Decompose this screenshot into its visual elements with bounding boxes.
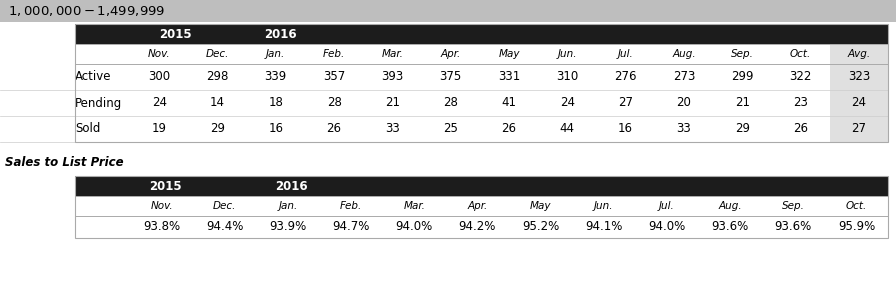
Text: 16: 16: [268, 123, 283, 135]
Text: 21: 21: [385, 96, 400, 110]
Text: 2015: 2015: [149, 180, 182, 192]
Text: 323: 323: [848, 70, 870, 84]
Text: 21: 21: [735, 96, 750, 110]
Text: Aug.: Aug.: [672, 49, 695, 59]
Text: Oct.: Oct.: [790, 49, 811, 59]
Text: 93.6%: 93.6%: [775, 220, 812, 234]
Text: 24: 24: [560, 96, 575, 110]
Text: Sold: Sold: [75, 123, 100, 135]
Text: Jul.: Jul.: [659, 201, 675, 211]
Text: 93.9%: 93.9%: [270, 220, 306, 234]
Text: 2015: 2015: [159, 27, 192, 41]
Text: 20: 20: [676, 96, 692, 110]
Text: Sep.: Sep.: [782, 201, 805, 211]
Text: 94.0%: 94.0%: [396, 220, 433, 234]
Bar: [75, 196, 888, 216]
Text: Mar.: Mar.: [403, 201, 426, 211]
Text: 299: 299: [731, 70, 754, 84]
Text: 29: 29: [735, 123, 750, 135]
Text: 29: 29: [210, 123, 225, 135]
Text: Dec.: Dec.: [206, 49, 229, 59]
Text: 24: 24: [851, 96, 866, 110]
Text: Jan.: Jan.: [279, 201, 297, 211]
Text: 273: 273: [673, 70, 695, 84]
Text: Sales to List Price: Sales to List Price: [5, 157, 124, 169]
Text: 94.4%: 94.4%: [206, 220, 244, 234]
Text: 393: 393: [382, 70, 403, 84]
Text: Feb.: Feb.: [340, 201, 362, 211]
Bar: [830, 64, 888, 90]
Text: 300: 300: [148, 70, 170, 84]
Text: 95.9%: 95.9%: [838, 220, 875, 234]
Text: 95.2%: 95.2%: [522, 220, 559, 234]
Text: 276: 276: [615, 70, 637, 84]
Bar: [830, 90, 888, 116]
Text: Aug.: Aug.: [719, 201, 742, 211]
Text: 94.2%: 94.2%: [459, 220, 496, 234]
Bar: [75, 176, 888, 238]
Text: Jun.: Jun.: [557, 49, 577, 59]
Text: Jan.: Jan.: [266, 49, 286, 59]
Text: 27: 27: [618, 96, 633, 110]
Bar: [0, 0, 896, 22]
Text: Nov.: Nov.: [151, 201, 173, 211]
Text: 26: 26: [502, 123, 516, 135]
Text: Jun.: Jun.: [594, 201, 614, 211]
Text: 28: 28: [327, 96, 341, 110]
Text: Feb.: Feb.: [323, 49, 345, 59]
Text: 298: 298: [206, 70, 228, 84]
Bar: [830, 44, 888, 64]
Text: Dec.: Dec.: [213, 201, 237, 211]
Text: Sep.: Sep.: [731, 49, 754, 59]
Text: 44: 44: [560, 123, 575, 135]
Text: May: May: [498, 49, 520, 59]
Text: 16: 16: [618, 123, 633, 135]
Text: 322: 322: [789, 70, 812, 84]
Text: 26: 26: [326, 123, 341, 135]
Text: Apr.: Apr.: [468, 201, 487, 211]
Text: 18: 18: [268, 96, 283, 110]
Text: $1,000,000 - $1,499,999: $1,000,000 - $1,499,999: [8, 4, 166, 18]
Text: Mar.: Mar.: [382, 49, 403, 59]
Text: 27: 27: [851, 123, 866, 135]
Text: 2016: 2016: [264, 27, 297, 41]
Text: 25: 25: [444, 123, 458, 135]
Bar: [75, 176, 888, 196]
Text: 33: 33: [385, 123, 400, 135]
Text: 357: 357: [323, 70, 345, 84]
Text: 331: 331: [498, 70, 520, 84]
Text: 310: 310: [556, 70, 579, 84]
Text: 33: 33: [676, 123, 692, 135]
Bar: [75, 24, 888, 142]
Text: 94.1%: 94.1%: [585, 220, 623, 234]
Text: 93.6%: 93.6%: [711, 220, 749, 234]
Text: May: May: [530, 201, 551, 211]
Text: 28: 28: [444, 96, 458, 110]
Text: 375: 375: [440, 70, 461, 84]
Text: Pending: Pending: [75, 96, 123, 110]
Bar: [75, 44, 888, 64]
Text: 26: 26: [793, 123, 808, 135]
Text: Apr.: Apr.: [441, 49, 461, 59]
Bar: [75, 24, 888, 44]
Text: Nov.: Nov.: [148, 49, 170, 59]
Bar: [830, 116, 888, 142]
Text: Jul.: Jul.: [617, 49, 633, 59]
Text: 2016: 2016: [275, 180, 308, 192]
Text: 93.8%: 93.8%: [143, 220, 180, 234]
Text: 94.7%: 94.7%: [332, 220, 370, 234]
Text: 14: 14: [210, 96, 225, 110]
Text: Oct.: Oct.: [846, 201, 867, 211]
Text: 94.0%: 94.0%: [649, 220, 685, 234]
Bar: [75, 24, 888, 142]
Text: 19: 19: [151, 123, 167, 135]
Text: 24: 24: [151, 96, 167, 110]
Text: 339: 339: [264, 70, 287, 84]
Text: Avg.: Avg.: [848, 49, 870, 59]
Text: Active: Active: [75, 70, 112, 84]
Text: 23: 23: [793, 96, 808, 110]
Text: 41: 41: [502, 96, 516, 110]
